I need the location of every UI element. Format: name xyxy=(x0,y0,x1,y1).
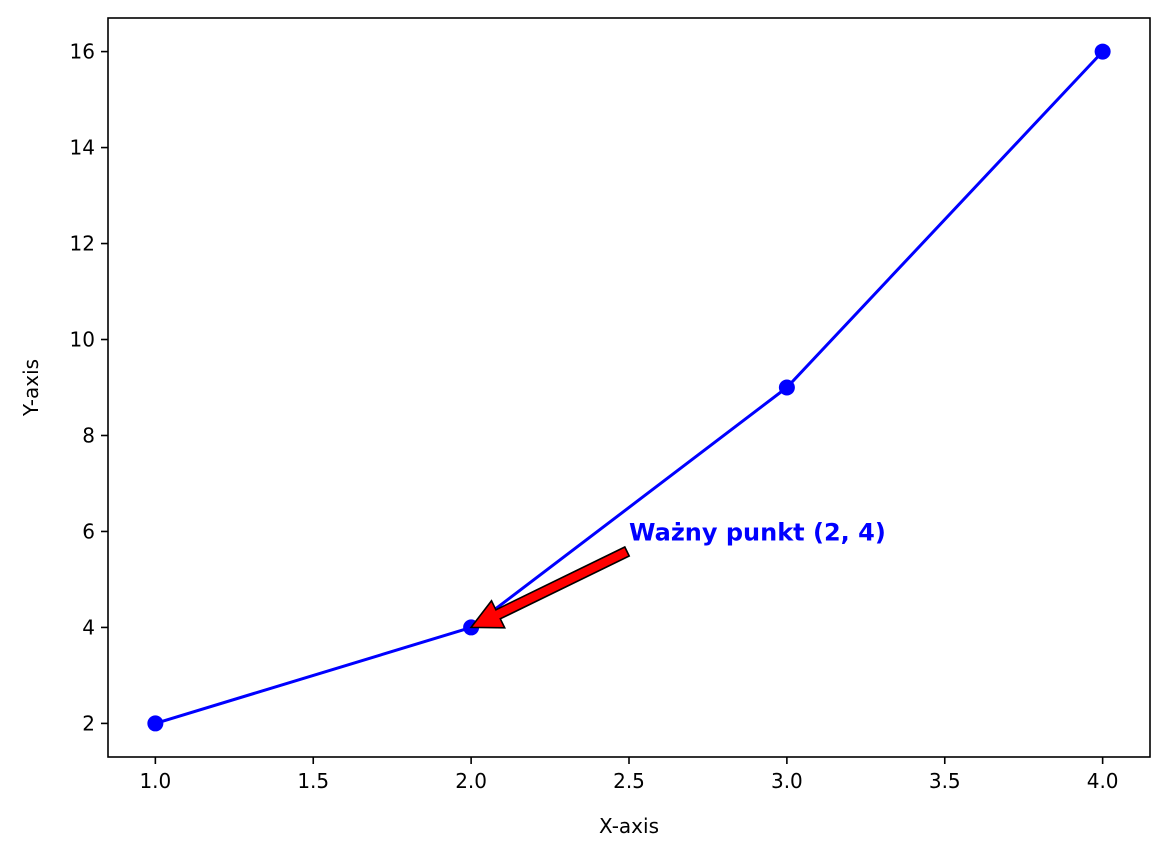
y-tick-label: 4 xyxy=(82,615,95,639)
plot-frame xyxy=(107,17,1151,758)
y-tick-label: 8 xyxy=(82,423,95,447)
y-tick-label: 14 xyxy=(70,136,95,160)
annotation-arrow xyxy=(469,545,631,629)
y-tick-label: 12 xyxy=(70,232,95,256)
annotation-layer: Ważny punkt (2, 4) xyxy=(469,518,886,629)
data-point xyxy=(147,715,164,732)
x-tick-label: 1.0 xyxy=(139,769,171,793)
data-point xyxy=(1094,43,1111,60)
plot-area xyxy=(108,18,1150,757)
series-line xyxy=(154,50,1104,725)
x-axis-ticks: 1.0 1.5 2.0 2.5 3.0 3.5 4.0 xyxy=(139,757,1119,793)
x-tick-label: 3.5 xyxy=(929,769,961,793)
annotation-text: Ważny punkt (2, 4) xyxy=(629,518,886,546)
x-tick-label: 4.0 xyxy=(1087,769,1119,793)
x-tick-label: 2.0 xyxy=(455,769,487,793)
y-axis-ticks: 2 4 6 8 10 12 14 16 xyxy=(70,40,108,735)
y-tick-label: 2 xyxy=(82,711,95,735)
y-tick-label: 16 xyxy=(70,40,95,64)
x-tick-label: 3.0 xyxy=(771,769,803,793)
data-point xyxy=(778,379,795,396)
x-tick-label: 2.5 xyxy=(613,769,645,793)
y-tick-label: 10 xyxy=(70,328,95,352)
y-tick-label: 6 xyxy=(82,519,95,543)
x-axis-label: X-axis xyxy=(599,814,659,838)
y-axis-label: Y-axis xyxy=(19,359,43,417)
x-tick-label: 1.5 xyxy=(297,769,329,793)
